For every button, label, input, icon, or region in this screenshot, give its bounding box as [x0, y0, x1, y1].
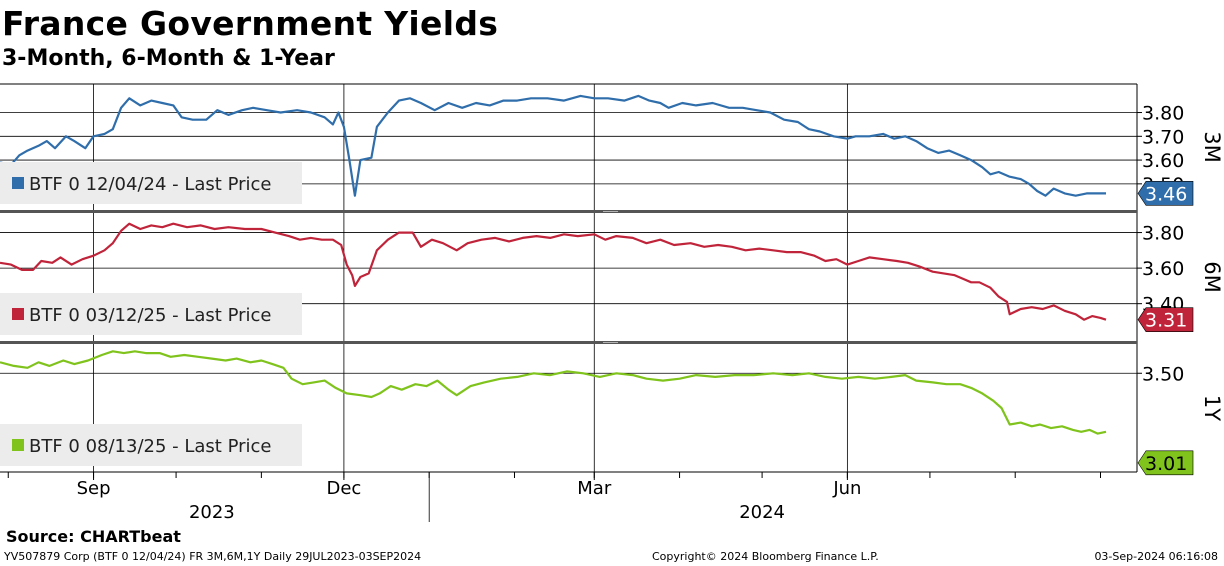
panel-side-label: 3M	[1200, 131, 1224, 162]
panel-divider	[0, 210, 1137, 213]
x-tick-label: Jun	[832, 478, 861, 499]
timestamp: 03-Sep-2024 06:16:08	[1094, 550, 1218, 563]
last-price-tag-shape	[1137, 181, 1194, 206]
year-label: 2024	[739, 502, 785, 523]
legend: BTF 0 03/12/25 - Last Price	[0, 293, 302, 335]
legend-label: BTF 0 08/13/25 - Last Price	[29, 436, 272, 457]
year-label: 2023	[189, 502, 235, 523]
panel-1y: 3.50 1Y BTF 0 08/13/25 - Last Price 3.01	[0, 350, 1224, 476]
x-tick-label: Sep	[77, 478, 111, 499]
panel-side-label: 1Y	[1200, 395, 1224, 421]
chart-title: France Government Yields	[2, 4, 499, 43]
last-price-tag: 3.46	[1137, 181, 1194, 206]
source-label: Source: CHARTbeat	[6, 527, 181, 546]
last-price-tag: 3.01	[1137, 450, 1194, 476]
legend-background	[0, 293, 302, 335]
last-price-value: 3.31	[1145, 310, 1187, 332]
chart-subtitle: 3-Month, 6-Month & 1-Year	[2, 46, 335, 71]
panel-divider	[0, 341, 1137, 344]
y-tick-label: 3.60	[1142, 150, 1184, 172]
y-tick-label: 3.80	[1142, 223, 1184, 245]
copyright-notice: Copyright© 2024 Bloomberg Finance L.P.	[652, 550, 879, 563]
legend-swatch	[12, 308, 24, 320]
last-price-value: 3.46	[1145, 183, 1187, 205]
last-price-tag: 3.31	[1137, 307, 1194, 332]
legend: BTF 0 12/04/24 - Last Price	[0, 162, 302, 204]
y-tick-label: 3.70	[1142, 126, 1184, 148]
series-line	[0, 350, 1107, 435]
y-tick-label: 3.50	[1142, 363, 1184, 385]
y-tick-label: 3.60	[1142, 258, 1184, 280]
legend-label: BTF 0 12/04/24 - Last Price	[29, 174, 272, 195]
x-tick-label: Dec	[326, 478, 361, 499]
last-price-value: 3.01	[1145, 453, 1187, 475]
panel-side-label: 6M	[1200, 261, 1224, 292]
legend-label: BTF 0 03/12/25 - Last Price	[29, 305, 272, 326]
security-info: YV507879 Corp (BTF 0 12/04/24) FR 3M,6M,…	[4, 550, 422, 563]
legend-swatch	[12, 439, 24, 451]
series-line	[0, 222, 1107, 321]
legend-swatch	[12, 177, 24, 189]
legend-background	[0, 424, 302, 466]
legend: BTF 0 08/13/25 - Last Price	[0, 424, 302, 466]
y-tick-label: 3.80	[1142, 103, 1184, 125]
x-tick-label: Mar	[577, 478, 612, 499]
series-line	[0, 94, 1106, 197]
last-price-tag-shape	[1137, 450, 1194, 476]
last-price-tag-shape	[1137, 307, 1194, 332]
legend-background	[0, 162, 302, 204]
